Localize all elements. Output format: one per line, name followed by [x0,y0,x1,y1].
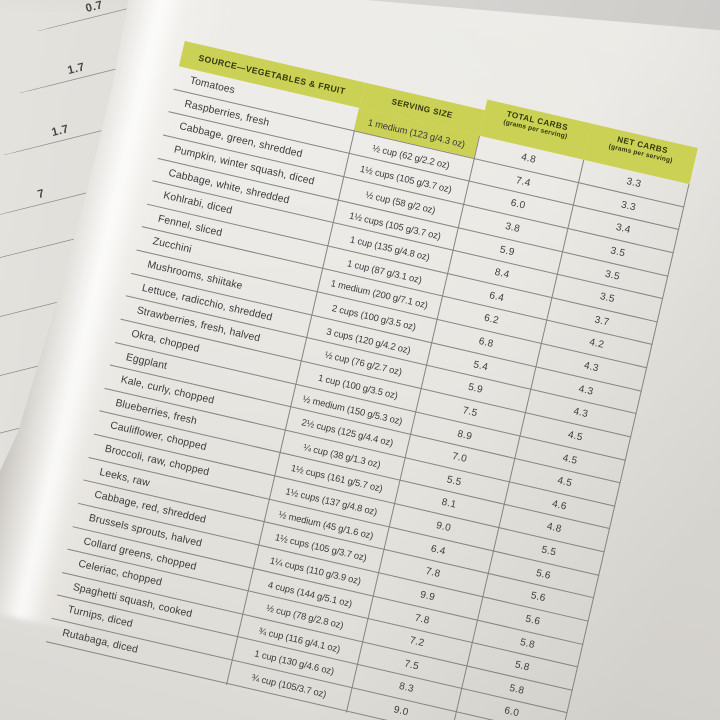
book-photo-scene: 0.7 1.7 1.7 7 SOURCE—VEGETABLES & FRUIT SER… [0,0,720,720]
